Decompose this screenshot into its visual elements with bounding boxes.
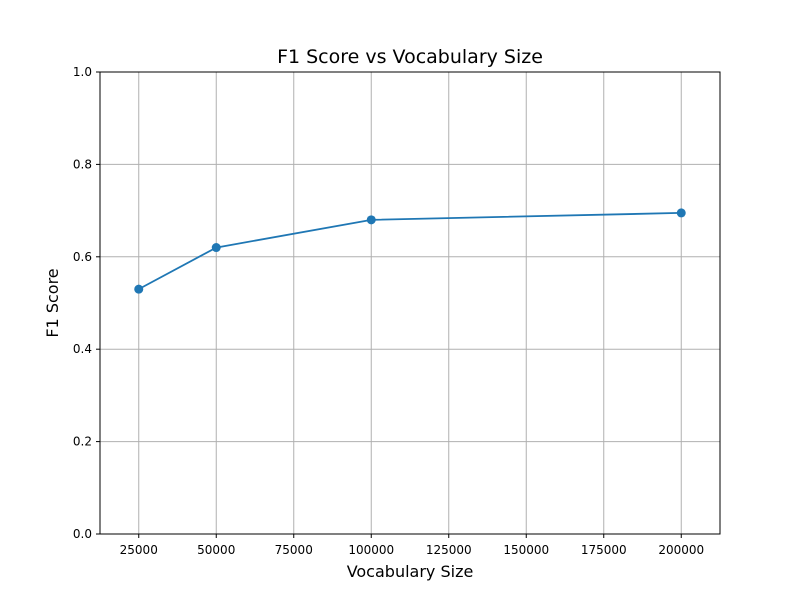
series-line: [138, 212, 682, 290]
data-point: [134, 284, 144, 294]
chart-title: F1 Score vs Vocabulary Size: [277, 46, 543, 68]
y-ticks: 0.0 0.2 0.4 0.6 0.8 1.0: [73, 65, 100, 541]
x-tick-label: 75000: [275, 543, 313, 557]
y-tick-label: 0.8: [73, 157, 92, 171]
x-tick-label: 50000: [197, 543, 235, 557]
data-point: [676, 208, 686, 218]
x-tick-label: 150000: [503, 543, 549, 557]
y-tick-label: 0.2: [73, 435, 92, 449]
data-point: [211, 243, 221, 253]
y-tick-label: 0.0: [73, 527, 92, 541]
x-tick-label: 100000: [348, 543, 394, 557]
data-point: [366, 215, 376, 225]
plot-frame: [99, 71, 721, 535]
x-ticks: 25000 50000 75000 100000 125000 150000 175000 2…: [120, 534, 704, 557]
x-tick-label: 175000: [581, 543, 627, 557]
y-tick-label: 1.0: [73, 65, 92, 79]
y-axis-label: F1 Score: [43, 268, 62, 337]
x-tick-label: 25000: [120, 543, 158, 557]
series-layer: [134, 208, 686, 294]
x-tick-label: 200000: [658, 543, 704, 557]
y-tick-label: 0.4: [73, 342, 92, 356]
y-tick-label: 0.6: [73, 250, 92, 264]
x-tick-label: 125000: [426, 543, 472, 557]
x-axis-label: Vocabulary Size: [347, 562, 474, 581]
